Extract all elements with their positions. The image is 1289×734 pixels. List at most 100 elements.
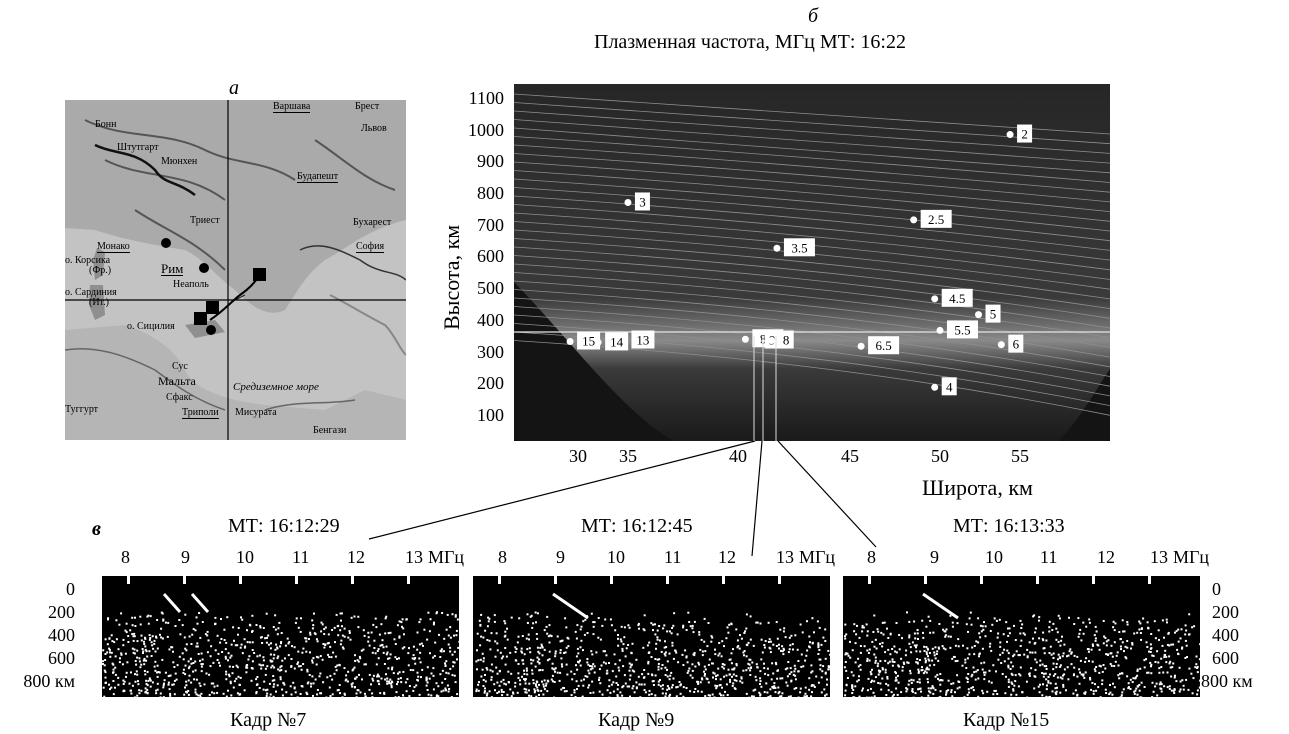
ionogram-speck — [591, 680, 594, 683]
ionogram-speck — [1095, 630, 1098, 633]
ionogram-speck — [934, 688, 937, 691]
ionogram-speck — [1104, 667, 1107, 670]
ionogram-speck — [845, 633, 848, 636]
ionogram-speck — [628, 662, 631, 665]
ionogram-speck — [1022, 632, 1025, 635]
ionogram-speck — [891, 648, 894, 650]
panel-b-letter: б — [808, 5, 819, 27]
ionogram-speck — [950, 689, 953, 692]
ionogram-speck — [496, 692, 499, 694]
ionogram-speck — [629, 666, 632, 669]
ionogram-speck — [703, 665, 706, 668]
ionogram-speck — [888, 660, 891, 663]
contour-label-box — [778, 330, 794, 349]
ionogram-speck — [102, 660, 104, 663]
ionogram-speck — [397, 677, 400, 680]
ionogram-speck — [580, 625, 583, 628]
ionogram-speck — [977, 695, 980, 697]
ionogram-speck — [617, 683, 619, 686]
ionogram-speck — [487, 616, 490, 619]
ionogram-speck — [691, 669, 694, 672]
ionogram-speck — [444, 687, 447, 690]
ionogram-speck — [456, 693, 459, 696]
ionogram-speck — [618, 669, 621, 672]
ionogram-speck — [859, 664, 862, 666]
ionogram-speck — [362, 648, 365, 651]
ionogram-speck — [294, 691, 297, 694]
ionogram-speck — [300, 617, 302, 620]
ionogram-speck — [449, 646, 452, 649]
ionogram-speck — [523, 673, 526, 675]
ionogram-speck — [933, 663, 936, 666]
ionogram-speck — [536, 612, 539, 615]
ionogram-speck — [379, 644, 382, 647]
ionogram-speck — [874, 638, 877, 641]
ionogram-speck — [182, 668, 185, 671]
ionogram-speck — [992, 693, 995, 696]
ionogram-speck — [483, 690, 486, 693]
ionogram-speck — [1152, 655, 1155, 657]
ionogram-speck — [643, 669, 646, 671]
ionogram-speck — [213, 692, 216, 695]
ionogram-speck — [1018, 673, 1021, 676]
ionogram-speck — [449, 636, 452, 639]
ionogram-speck — [774, 687, 777, 689]
ionogram-speck — [966, 693, 969, 696]
contour-point — [997, 341, 1005, 349]
ionogram-speck — [795, 687, 798, 689]
ionogram-speck — [387, 657, 389, 660]
ionogram-speck — [528, 689, 530, 692]
ionogram-speck — [530, 614, 533, 617]
ionogram-speck — [1085, 625, 1088, 628]
ionogram-speck — [1023, 653, 1026, 656]
ionogram-speck — [444, 664, 447, 667]
ionogram-speck — [804, 659, 807, 662]
ionogram-speck — [533, 691, 536, 694]
freq-tick-mark — [924, 576, 927, 584]
ionogram-speck — [532, 622, 535, 625]
ionogram-speck — [992, 664, 995, 667]
ionogram-speck — [208, 693, 211, 696]
ionogram-speck — [1045, 665, 1048, 668]
ionogram-speck — [194, 660, 197, 663]
freq-tick-mark — [868, 576, 871, 584]
ionogram-speck — [873, 614, 876, 617]
ionogram-speck — [871, 668, 873, 671]
ionogram-speck — [790, 634, 793, 637]
ionogram-speck — [238, 683, 241, 686]
ionogram-speck — [929, 691, 932, 694]
ionogram-speck — [230, 694, 233, 697]
freq-unit: МГц — [1173, 547, 1210, 567]
ionogram-speck — [871, 640, 874, 643]
ionogram-frame-15 — [843, 576, 1200, 697]
ionogram-speck — [115, 638, 118, 641]
ionogram-speck — [1165, 661, 1168, 664]
ionogram-speck — [1119, 645, 1122, 648]
ionogram-speck — [416, 648, 419, 651]
ionogram-speck — [199, 684, 202, 687]
ionogram-speck — [1007, 627, 1009, 630]
ionogram-speck — [905, 687, 908, 690]
ionogram-speck — [1191, 692, 1194, 695]
ionogram-speck — [521, 675, 523, 678]
ionogram-speck — [169, 694, 172, 697]
ionogram-speck — [375, 663, 378, 666]
ionogram-speck — [403, 633, 405, 636]
ionogram-speck — [901, 666, 904, 669]
ionogram-speck — [627, 624, 630, 627]
ionogram-speck — [643, 614, 646, 617]
ionogram-speck — [944, 630, 947, 633]
ionogram-speck — [402, 670, 405, 673]
ionogram-speck — [368, 673, 371, 676]
map-label-misurata: Мисурата — [235, 407, 277, 418]
ionogram-speck — [740, 637, 743, 640]
ionogram-speck — [601, 624, 604, 627]
ionogram-speck — [449, 667, 452, 670]
ionogram-speck — [628, 685, 631, 688]
ionogram-speck — [858, 675, 860, 678]
ionogram-speck — [378, 675, 380, 678]
ionogram-speck — [297, 650, 300, 653]
ionogram-speck — [146, 615, 149, 618]
ionogram-speck — [845, 683, 848, 686]
ionogram-speck — [1131, 643, 1134, 646]
